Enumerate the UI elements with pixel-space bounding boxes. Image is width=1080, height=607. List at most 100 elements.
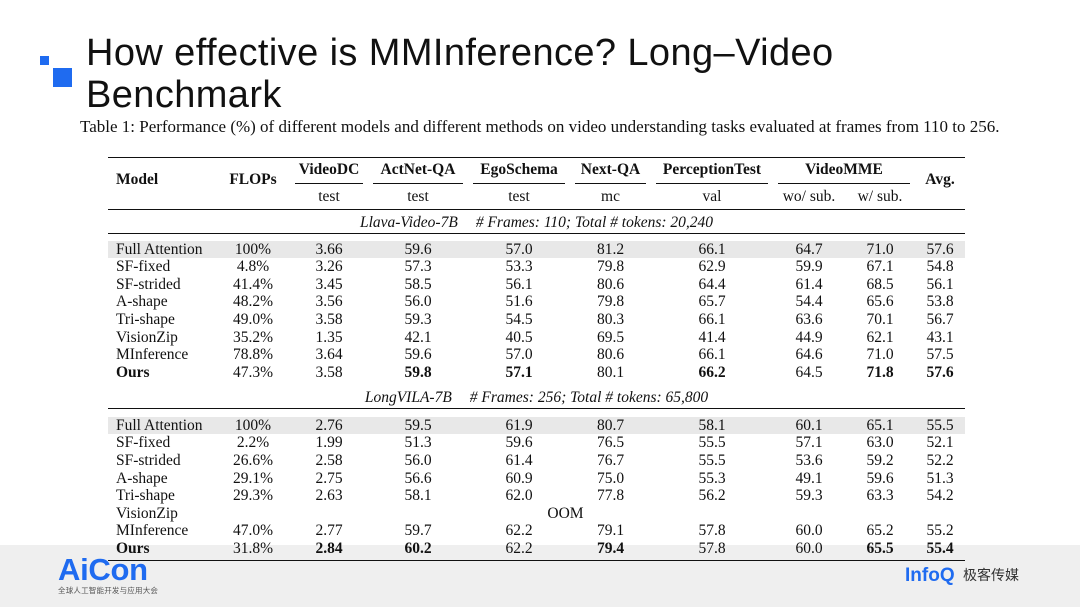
cell-videomme-w-sub: 63.3 bbox=[866, 487, 894, 505]
section-rows: Full Attention 100% 2.76 59.5 61.9 80.7 58.1 60… bbox=[108, 409, 965, 561]
cell-actnet-qa: 57.3 bbox=[404, 258, 432, 276]
table-row: VisionZip OOM bbox=[108, 505, 965, 523]
cell-flops: 49.0% bbox=[232, 311, 274, 329]
cell-next-qa: 76.7 bbox=[596, 451, 625, 469]
cell-avg: 52.2 bbox=[926, 451, 954, 469]
cell-videodc: 3.45 bbox=[315, 275, 343, 293]
cell-perceptiontest: 62.9 bbox=[698, 258, 726, 276]
cell-videomme-wo-sub: 63.6 bbox=[795, 311, 823, 329]
cell-videomme-w-sub: 62.1 bbox=[866, 328, 894, 346]
table-caption: Table 1: Performance (%) of different mo… bbox=[80, 117, 1000, 136]
cell-model: Full Attention bbox=[116, 416, 203, 434]
cell-perceptiontest: 66.1 bbox=[698, 240, 726, 258]
cell-videomme-w-sub: 65.5 bbox=[866, 540, 894, 558]
stacked-squares-icon bbox=[53, 68, 72, 87]
cell-flops: 47.3% bbox=[232, 363, 274, 381]
cell-model: VisionZip bbox=[116, 328, 178, 346]
cell-videodc: 2.58 bbox=[315, 451, 343, 469]
cell-model: SF-fixed bbox=[116, 258, 171, 276]
table-section: Llava-Video-7B # Frames: 110; Total # tok… bbox=[108, 210, 965, 382]
table-row: Ours 31.8% 2.84 60.2 62.2 79.4 57.8 60.0 65.5 55.… bbox=[108, 540, 965, 558]
slide-title: How effective is MMInference? Long–Video… bbox=[86, 32, 834, 116]
cell-videomme-w-sub: 65.6 bbox=[866, 293, 894, 311]
cell-perceptiontest: 56.2 bbox=[698, 487, 726, 505]
cell-videomme-wo-sub: 59.3 bbox=[795, 487, 823, 505]
cell-model: Tri-shape bbox=[116, 311, 175, 329]
cell-model: MInference bbox=[116, 522, 189, 540]
cell-videomme-w-sub: 59.6 bbox=[866, 469, 894, 487]
subheader-next-qa: mc bbox=[601, 187, 620, 205]
cell-flops: 29.1% bbox=[232, 469, 274, 487]
cell-model: Full Attention bbox=[116, 240, 203, 258]
cell-avg: 51.3 bbox=[926, 469, 954, 487]
header-next-qa: Next-QA bbox=[575, 158, 646, 184]
table-row: MInference 47.0% 2.77 59.7 62.2 79.1 57.8 60.0 6… bbox=[108, 522, 965, 540]
table-row: SF-strided 41.4% 3.45 58.5 56.1 80.6 64.4 61.4 6… bbox=[108, 276, 965, 294]
table-row: Full Attention 100% 2.76 59.5 61.9 80.7 58.1 60… bbox=[108, 416, 965, 435]
infoq-logo: InfoQ bbox=[905, 565, 955, 586]
cell-model: Ours bbox=[116, 363, 150, 381]
cell-avg: 54.2 bbox=[926, 487, 954, 505]
cell-avg: 55.2 bbox=[926, 522, 954, 540]
cell-actnet-qa: 56.0 bbox=[404, 451, 432, 469]
table-row: A-shape 48.2% 3.56 56.0 51.6 79.8 65.7 54.4 65.6… bbox=[108, 293, 965, 311]
cell-videomme-wo-sub: 59.9 bbox=[795, 258, 823, 276]
cell-videomme-wo-sub: 64.5 bbox=[795, 363, 823, 381]
cell-videomme-wo-sub: 60.0 bbox=[795, 522, 823, 540]
cell-videodc: 1.35 bbox=[315, 328, 343, 346]
header-videomme: VideoMME bbox=[778, 158, 910, 184]
table-row: Full Attention 100% 3.66 59.6 57.0 81.2 66.1 64… bbox=[108, 240, 965, 259]
subheader-videomme-w-sub: w/ sub. bbox=[857, 187, 903, 205]
cell-videodc: 3.58 bbox=[315, 363, 343, 381]
cell-egoschema: 57.0 bbox=[505, 240, 533, 258]
cell-flops: 48.2% bbox=[232, 293, 274, 311]
cell-actnet-qa: 56.0 bbox=[404, 293, 432, 311]
cell-egoschema: 40.5 bbox=[505, 328, 533, 346]
cell-videomme-wo-sub: 61.4 bbox=[795, 275, 823, 293]
cell-perceptiontest: 64.4 bbox=[698, 275, 726, 293]
cell-perceptiontest: 55.5 bbox=[698, 434, 726, 452]
cell-videodc: 3.58 bbox=[315, 311, 343, 329]
cell-egoschema: 60.9 bbox=[505, 469, 533, 487]
cell-videomme-w-sub: 71.0 bbox=[866, 346, 894, 364]
cell-perceptiontest: 55.5 bbox=[698, 451, 726, 469]
cell-videomme-w-sub: 70.1 bbox=[866, 311, 894, 329]
cell-flops: 41.4% bbox=[232, 275, 274, 293]
cell-flops: 100% bbox=[234, 416, 272, 434]
cell-actnet-qa: 56.6 bbox=[404, 469, 432, 487]
cell-perceptiontest: 57.8 bbox=[698, 522, 726, 540]
cell-next-qa: 80.6 bbox=[596, 346, 625, 364]
cell-actnet-qa: 59.6 bbox=[404, 240, 432, 258]
cell-egoschema: 56.1 bbox=[505, 275, 533, 293]
cell-actnet-qa: 59.3 bbox=[404, 311, 432, 329]
cell-videomme-w-sub: 65.1 bbox=[866, 416, 894, 434]
header-model: Model bbox=[116, 170, 159, 188]
cell-egoschema: 61.9 bbox=[505, 416, 533, 434]
header-avg: Avg. bbox=[925, 170, 955, 188]
cell-model: Tri-shape bbox=[116, 487, 175, 505]
cell-flops: 2.2% bbox=[236, 434, 270, 452]
cell-next-qa: 76.5 bbox=[596, 434, 625, 452]
cell-next-qa: 80.7 bbox=[596, 416, 625, 434]
cell-egoschema: 61.4 bbox=[505, 451, 533, 469]
cell-videomme-w-sub: 71.8 bbox=[866, 363, 894, 381]
cell-videodc: 2.63 bbox=[315, 487, 343, 505]
cell-actnet-qa: 51.3 bbox=[404, 434, 432, 452]
cell-actnet-qa: 60.2 bbox=[404, 540, 432, 558]
table-row: SF-fixed 4.8% 3.26 57.3 53.3 79.8 62.9 59.9 67.1… bbox=[108, 258, 965, 276]
cell-model: Ours bbox=[116, 540, 150, 558]
results-table: Model FLOPs VideoDC ActNet-QA EgoSchema … bbox=[108, 157, 965, 561]
cell-model: A-shape bbox=[116, 293, 168, 311]
table-row: A-shape 29.1% 2.75 56.6 60.9 75.0 55.3 49.1 59.6… bbox=[108, 470, 965, 488]
cell-flops: 47.0% bbox=[232, 522, 274, 540]
cell-actnet-qa: 42.1 bbox=[404, 328, 432, 346]
cell-actnet-qa: 58.1 bbox=[404, 487, 432, 505]
cell-next-qa: 79.8 bbox=[596, 258, 625, 276]
cell-videomme-wo-sub: 64.7 bbox=[795, 240, 823, 258]
cell-next-qa: 80.1 bbox=[596, 363, 625, 381]
header-videodc: VideoDC bbox=[295, 158, 363, 184]
subheader-egoschema: test bbox=[508, 187, 530, 205]
cell-next-qa: 80.6 bbox=[596, 275, 625, 293]
cell-next-qa: 77.8 bbox=[596, 487, 625, 505]
cell-egoschema: 57.1 bbox=[505, 363, 533, 381]
